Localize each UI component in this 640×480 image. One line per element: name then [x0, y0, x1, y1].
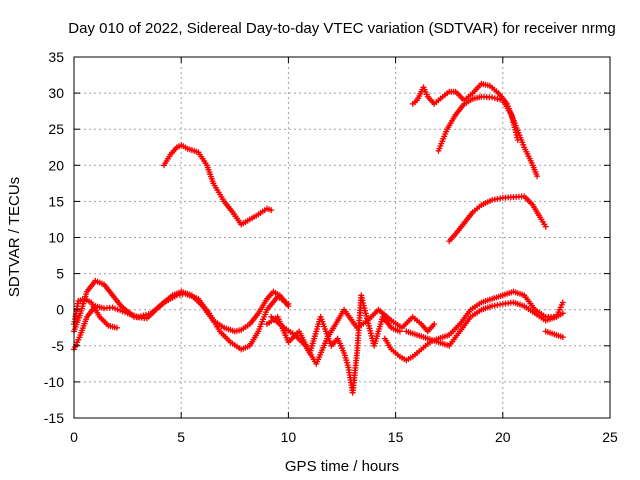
x-tick-label: 25	[602, 429, 618, 445]
data-point-marker	[494, 95, 501, 102]
x-tick-label: 10	[281, 429, 297, 445]
grid-lines	[74, 57, 610, 418]
series-track-f	[71, 290, 292, 353]
data-point-marker	[113, 324, 120, 331]
series-track-l	[542, 328, 566, 341]
y-tick-label: 0	[56, 302, 64, 318]
y-tick-label: 35	[48, 49, 64, 65]
data-point-marker	[285, 300, 292, 307]
x-tick-label: 20	[495, 429, 511, 445]
x-tick-label: 5	[177, 429, 185, 445]
chart-title: Day 010 of 2022, Sidereal Day-to-day VTE…	[68, 20, 615, 37]
data-point-marker	[559, 299, 566, 306]
y-tick-label: 10	[48, 230, 64, 246]
data-point-marker	[396, 328, 403, 335]
data-point-marker	[431, 321, 438, 328]
data-point-marker	[534, 173, 541, 180]
series-track-a	[161, 142, 275, 228]
data-point-marker	[542, 223, 549, 230]
y-tick-label: 30	[48, 85, 64, 101]
y-tick-label: 20	[48, 157, 64, 173]
axis-ticks: 0 5 10 15 20 25 -15 -10 -5 0 5 10 15 20 25 30 35	[44, 49, 618, 445]
data-point-marker	[514, 137, 521, 143]
y-tick-label: 25	[48, 121, 64, 137]
y-tick-label: 15	[48, 193, 64, 209]
y-tick-label: -10	[44, 374, 64, 390]
series-track-d	[446, 193, 549, 245]
y-tick-label: -15	[44, 410, 64, 426]
y-tick-label: 5	[56, 266, 64, 282]
data-series	[71, 80, 566, 396]
data-point-marker	[489, 94, 496, 101]
data-point-marker	[559, 310, 566, 317]
series-track-k	[403, 299, 566, 349]
series-track-c	[435, 93, 521, 154]
y-tick-label: -5	[52, 338, 65, 354]
x-tick-label: 15	[388, 429, 404, 445]
series-track-g	[71, 295, 120, 331]
x-tick-label: 0	[70, 429, 78, 445]
x-axis-title: GPS time / hours	[285, 458, 399, 475]
series-track-i	[268, 306, 438, 367]
data-point-marker	[268, 207, 275, 214]
y-axis-title: SDTVAR / TECUs	[6, 177, 23, 297]
data-point-marker	[559, 334, 566, 341]
data-point-marker	[497, 96, 504, 103]
